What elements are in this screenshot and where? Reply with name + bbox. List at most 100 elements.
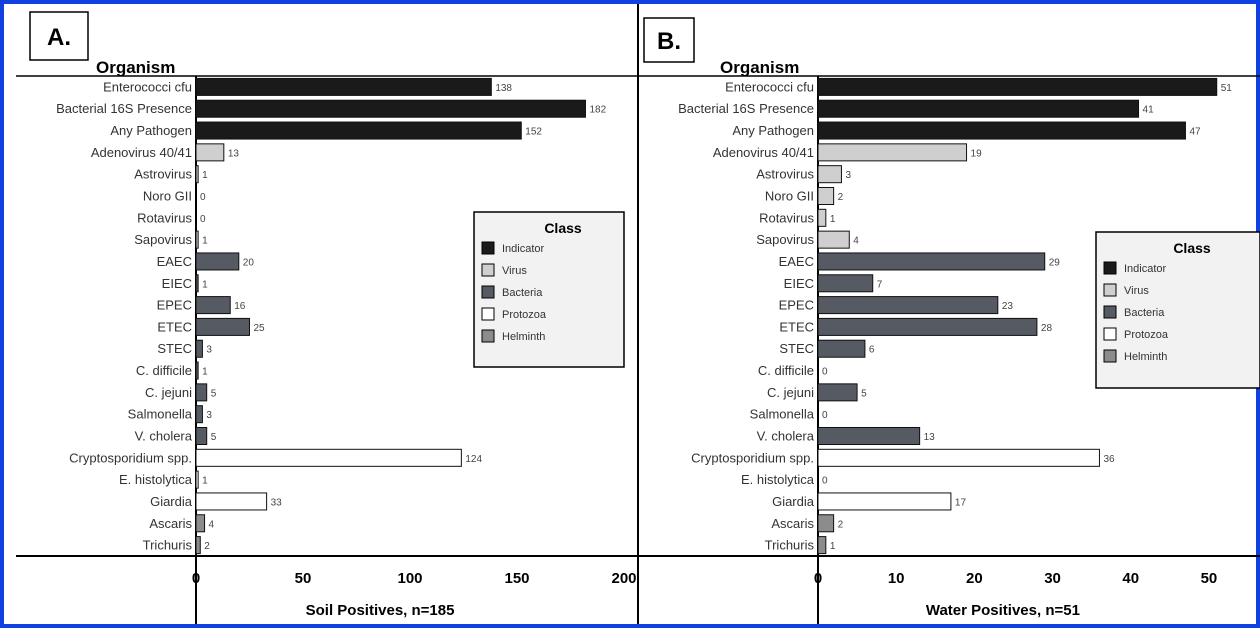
panel-a-soil: A. Organism Enterococci cfu 138 Bacterial 16… xyxy=(16,4,640,624)
value-label-epec: 16 xyxy=(234,301,246,312)
bar-epec xyxy=(817,296,999,315)
value-label-ascaris: 2 xyxy=(838,519,844,530)
category-label-e-histolytica: E. histolytica xyxy=(741,472,815,487)
panel-label: B. xyxy=(657,28,681,55)
legend-label-helminth: Helminth xyxy=(1124,351,1167,363)
category-label-giardia: Giardia xyxy=(772,494,815,509)
bar-enterococci-cfu xyxy=(195,77,492,96)
x-tick-50: 50 xyxy=(1201,570,1218,587)
bar-trichuris xyxy=(195,536,201,555)
category-label-giardia: Giardia xyxy=(150,494,193,509)
value-label-etec: 25 xyxy=(254,323,266,334)
bar-etec xyxy=(817,317,1038,336)
category-label-eaec: EAEC xyxy=(157,254,192,269)
category-label-enterococci-cfu: Enterococci cfu xyxy=(725,79,814,94)
bar-c-difficile xyxy=(195,361,199,380)
value-label-c-jejuni: 5 xyxy=(861,388,867,399)
legend-swatch-indicator xyxy=(481,241,495,255)
value-label-cryptosporidium-spp: 36 xyxy=(1103,454,1115,465)
bar-epec xyxy=(195,296,231,315)
bar-bacterial-16s-presence xyxy=(195,99,586,118)
category-label-c-difficile: C. difficile xyxy=(136,363,192,378)
legend-swatch-indicator xyxy=(1103,261,1117,275)
category-label-trichuris: Trichuris xyxy=(143,538,193,553)
category-label-stec: STEC xyxy=(157,341,192,356)
bar-cryptosporidium-spp xyxy=(817,448,1100,467)
bar-trichuris xyxy=(817,536,827,555)
category-label-any-pathogen: Any Pathogen xyxy=(110,123,192,138)
legend-label-helminth: Helminth xyxy=(502,331,545,343)
value-label-v-cholera: 5 xyxy=(211,432,217,443)
bar-giardia xyxy=(817,492,952,511)
panel-label-box xyxy=(643,17,695,63)
category-label-stec: STEC xyxy=(779,341,814,356)
value-label-trichuris: 2 xyxy=(204,541,210,552)
value-label-sapovirus: 1 xyxy=(202,236,208,247)
x-tick-0: 0 xyxy=(814,570,822,587)
category-label-sapovirus: Sapovirus xyxy=(134,232,192,247)
bar-adenovirus-40-41 xyxy=(817,143,968,162)
bar-v-cholera xyxy=(195,426,208,446)
x-tick-50: 50 xyxy=(295,570,312,587)
value-label-any-pathogen: 152 xyxy=(525,127,542,138)
panel-label-box xyxy=(29,11,89,61)
value-label-stec: 3 xyxy=(206,345,212,356)
bar-eiec xyxy=(195,274,199,293)
legend-label-virus: Virus xyxy=(1124,285,1149,297)
value-label-noro-gii: 2 xyxy=(838,192,844,203)
legend-swatch-protozoa xyxy=(1103,327,1117,341)
value-label-bacterial-16s-presence: 41 xyxy=(1143,105,1155,116)
value-label-rotavirus: 0 xyxy=(200,214,206,225)
value-label-eaec: 20 xyxy=(243,257,255,268)
chart-a-soil-positives: A. Organism Enterococci cfu 138 Bacterial 16… xyxy=(16,11,640,624)
legend-swatch-bacteria xyxy=(1103,305,1117,319)
bar-eaec xyxy=(195,252,240,271)
value-label-adenovirus-40-41: 13 xyxy=(228,148,240,159)
category-label-sapovirus: Sapovirus xyxy=(756,232,814,247)
value-label-rotavirus: 1 xyxy=(830,214,836,225)
value-label-e-histolytica: 1 xyxy=(202,476,208,487)
category-label-bacterial-16s-presence: Bacterial 16S Presence xyxy=(56,101,192,116)
x-tick-0: 0 xyxy=(192,570,200,587)
x-tick-10: 10 xyxy=(888,570,905,587)
value-label-astrovirus: 3 xyxy=(845,170,851,181)
category-label-c-jejuni: C. jejuni xyxy=(145,385,192,400)
category-label-any-pathogen: Any Pathogen xyxy=(732,123,814,138)
category-label-astrovirus: Astrovirus xyxy=(134,167,192,182)
bar-sapovirus xyxy=(817,230,850,249)
value-label-stec: 6 xyxy=(869,345,875,356)
bar-astrovirus xyxy=(195,165,199,184)
legend-label-virus: Virus xyxy=(502,265,527,277)
category-label-trichuris: Trichuris xyxy=(765,538,815,553)
legend-label-protozoa: Protozoa xyxy=(1124,329,1169,341)
bar-rotavirus xyxy=(817,208,827,227)
bar-stec xyxy=(195,339,203,358)
category-label-eaec: EAEC xyxy=(779,254,814,269)
bar-c-jejuni xyxy=(817,383,858,402)
legend-swatch-helminth xyxy=(1103,349,1117,363)
value-label-c-jejuni: 5 xyxy=(211,388,217,399)
legend-label-indicator: Indicator xyxy=(502,243,545,255)
value-label-adenovirus-40-41: 19 xyxy=(971,148,983,159)
category-label-c-difficile: C. difficile xyxy=(758,363,814,378)
value-label-enterococci-cfu: 138 xyxy=(495,83,512,94)
bar-bacterial-16s-presence xyxy=(817,99,1140,118)
bar-adenovirus-40-41 xyxy=(195,143,225,162)
value-label-eiec: 1 xyxy=(202,279,208,290)
bar-giardia xyxy=(195,492,268,511)
bar-noro-gii xyxy=(817,186,835,206)
value-label-v-cholera: 13 xyxy=(924,432,936,443)
category-label-enterococci-cfu: Enterococci cfu xyxy=(103,79,192,94)
category-label-epec: EPEC xyxy=(157,298,192,313)
category-label-bacterial-16s-presence: Bacterial 16S Presence xyxy=(678,101,814,116)
value-label-giardia: 33 xyxy=(271,497,283,508)
bar-cryptosporidium-spp xyxy=(195,448,462,467)
category-label-noro-gii: Noro GII xyxy=(765,189,814,204)
category-label-v-cholera: V. cholera xyxy=(135,429,193,444)
legend-title: Class xyxy=(544,220,582,236)
value-label-e-histolytica: 0 xyxy=(822,476,828,487)
legend-box xyxy=(473,211,625,368)
legend-label-indicator: Indicator xyxy=(1124,263,1167,275)
category-label-ascaris: Ascaris xyxy=(771,516,814,531)
